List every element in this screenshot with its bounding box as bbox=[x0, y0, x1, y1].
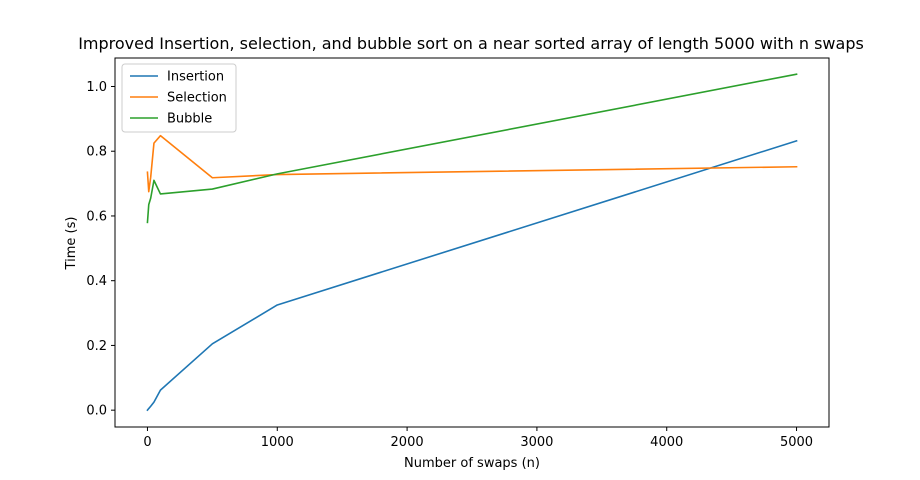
plot-area bbox=[146, 73, 798, 412]
x-tick-label: 5000 bbox=[780, 435, 813, 450]
x-tick-label: 3000 bbox=[520, 435, 553, 450]
y-tick-label: 1.0 bbox=[86, 80, 107, 95]
y-tick-label: 0.6 bbox=[86, 209, 107, 224]
legend-box bbox=[121, 63, 237, 133]
axes-frame bbox=[114, 57, 830, 428]
y-axis-ticks: 0.0 0.2 0.4 0.6 0.8 1.0 bbox=[86, 80, 115, 419]
y-tick-label: 0.8 bbox=[86, 145, 107, 160]
x-tick-label: 0 bbox=[143, 435, 151, 450]
chart-title: Improved Insertion, selection, and bubbl… bbox=[78, 34, 864, 53]
x-tick-label: 1000 bbox=[261, 435, 294, 450]
legend-entry-bubble: Bubble bbox=[167, 112, 212, 127]
legend-entry-selection: Selection bbox=[167, 91, 227, 106]
x-axis-label: Number of swaps (n) bbox=[404, 456, 540, 471]
y-axis-label: Time (s) bbox=[64, 217, 79, 271]
y-tick-label: 0.2 bbox=[86, 339, 107, 354]
x-axis-ticks: 0 1000 2000 3000 4000 5000 bbox=[143, 427, 813, 450]
y-tick-label: 0.0 bbox=[86, 404, 107, 419]
series-line-bubble bbox=[146, 73, 798, 224]
y-tick-label: 0.4 bbox=[86, 274, 107, 289]
series-line-insertion bbox=[146, 139, 798, 412]
legend: Insertion Selection Bubble bbox=[121, 63, 237, 133]
series-line-selection bbox=[146, 134, 798, 193]
x-tick-label: 4000 bbox=[650, 435, 683, 450]
x-tick-label: 2000 bbox=[391, 435, 424, 450]
legend-entry-insertion: Insertion bbox=[167, 70, 224, 85]
